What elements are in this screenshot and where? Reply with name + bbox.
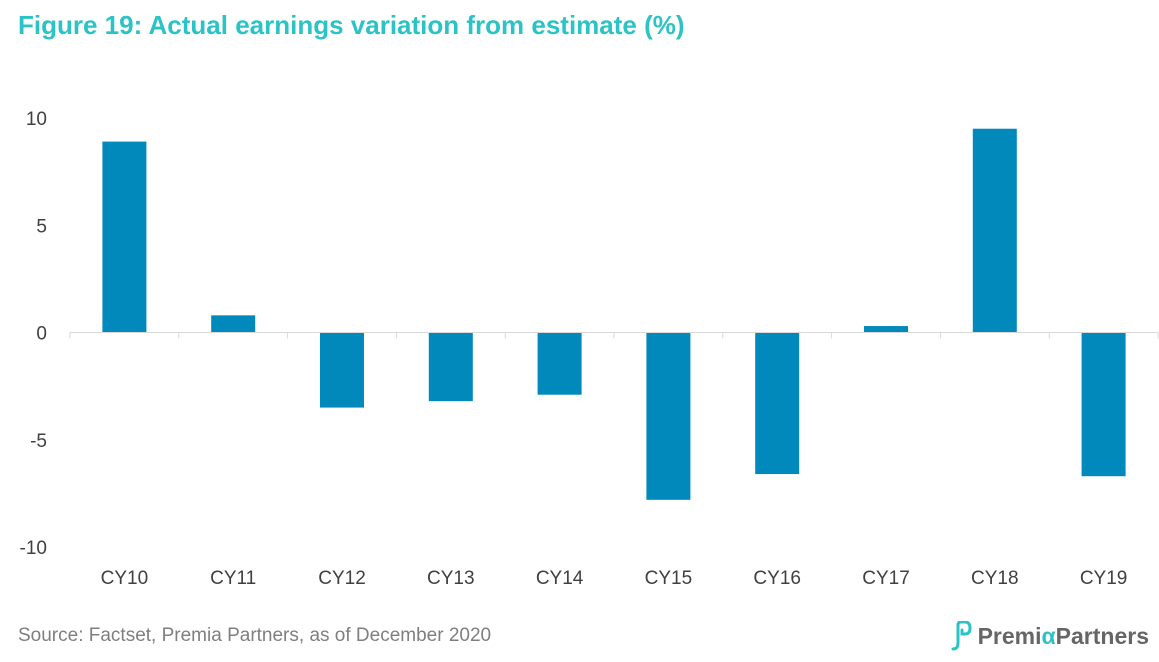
x-tick-label: CY12 [318, 568, 366, 589]
x-tick-label: CY17 [862, 568, 910, 589]
bar-cy12 [320, 332, 364, 408]
bar-cy18 [972, 128, 1017, 333]
logo-wordmark: PremiαPartners [978, 623, 1149, 650]
bar-cy14 [537, 332, 582, 395]
source-note: Source: Factset, Premia Partners, as of … [18, 625, 492, 646]
bar-cy16 [755, 332, 800, 475]
x-tick-label: CY14 [536, 568, 584, 589]
y-tick-label: 10 [26, 109, 47, 130]
bar-cy15 [646, 332, 691, 500]
bar-cy13 [428, 332, 473, 402]
x-axis-labels: CY10 CY11 CY12 CY13 CY14 CY15 CY16 CY17 CY18 CY19 [101, 568, 1128, 589]
premia-partners-logo: PremiαPartners [950, 621, 1149, 651]
bar-cy11 [211, 315, 256, 333]
bars [102, 128, 1126, 500]
y-tick-label: -10 [20, 538, 47, 559]
bar-cy17 [864, 326, 908, 333]
x-axis-tick-marks [69, 332, 1159, 339]
x-tick-label: CY16 [753, 568, 801, 589]
logo-text-part1: Premi [977, 622, 1042, 649]
y-tick-label: 5 [36, 216, 47, 237]
chart-title: Figure 19: Actual earnings variation fro… [18, 10, 685, 40]
x-tick-label: CY13 [427, 568, 475, 589]
y-tick-label: -5 [30, 431, 47, 452]
bar-cy10 [102, 141, 147, 333]
logo-text-part2: Partners [1055, 622, 1149, 649]
bar-cy19 [1081, 332, 1126, 477]
logo-text-alpha: α [1041, 622, 1056, 649]
premia-partners-logo-icon [951, 621, 972, 651]
x-tick-label: CY18 [971, 568, 1019, 589]
x-tick-label: CY10 [101, 568, 149, 589]
x-tick-label: CY15 [645, 568, 693, 589]
y-axis-ticks: 10 5 0 -5 -10 [20, 109, 47, 559]
x-tick-label: CY11 [210, 568, 256, 589]
x-tick-label: CY19 [1080, 568, 1128, 589]
y-tick-label: 0 [36, 324, 47, 345]
